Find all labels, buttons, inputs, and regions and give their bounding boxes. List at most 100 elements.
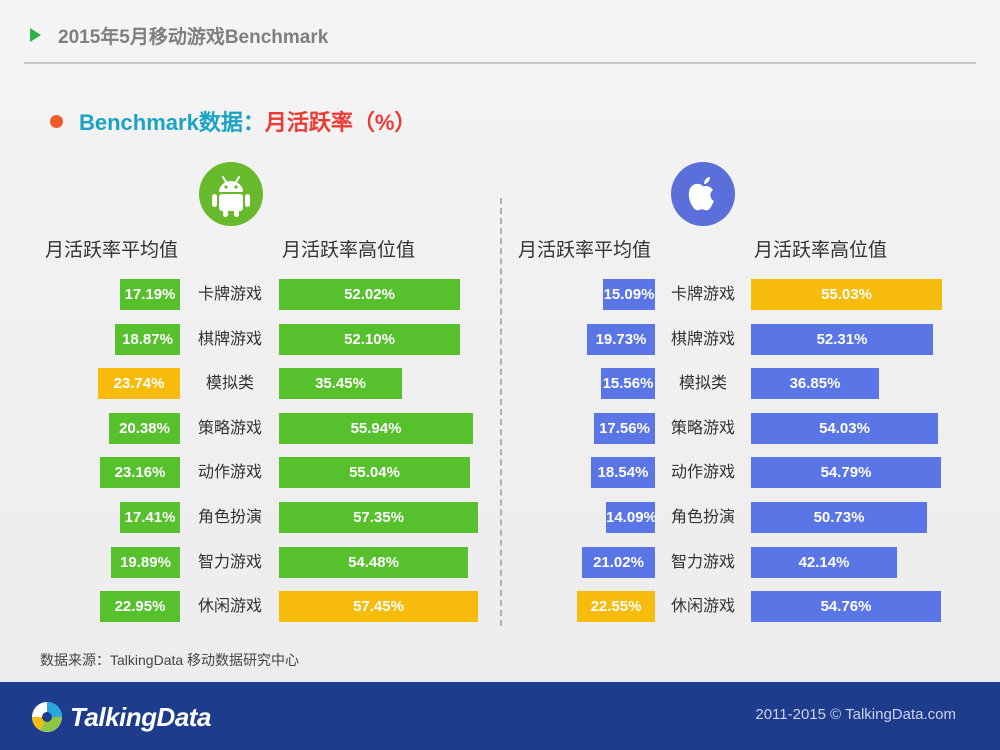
ios-avg-value: 18.54% — [597, 464, 649, 481]
subtitle-highlight: 月活跃率（%） — [264, 110, 417, 135]
ios-avg-value: 14.09% — [606, 509, 657, 526]
ios-high-bar: 52.31% — [751, 324, 933, 355]
ios-high-value: 50.73% — [813, 509, 865, 526]
android-category-label: 棋牌游戏 — [197, 331, 262, 348]
ios-high-value: 52.31% — [816, 331, 868, 348]
android-high-value: 57.35% — [353, 509, 404, 526]
ios-high-header: 月活跃率高位值 — [754, 240, 888, 261]
android-high-bar: 52.10% — [279, 324, 460, 355]
android-avg-bar: 23.74% — [98, 368, 180, 399]
android-high-value: 57.45% — [353, 598, 404, 615]
ios-high-bar: 36.85% — [751, 368, 879, 399]
ios-category-label: 卡牌游戏 — [670, 286, 735, 303]
brand-name: TalkingData — [70, 702, 211, 732]
android-high-value: 55.04% — [349, 464, 400, 481]
ios-avg-value: 15.56% — [602, 375, 654, 392]
android-high-header: 月活跃率高位值 — [282, 240, 416, 261]
android-avg-bar: 17.41% — [120, 502, 180, 533]
android-avg-bar: 23.16% — [100, 457, 180, 488]
ios-avg-value: 21.02% — [593, 554, 644, 571]
android-high-bar: 57.35% — [279, 502, 478, 533]
android-category-label: 角色扮演 — [197, 509, 262, 526]
section-subtitle: Benchmark数据：月活跃率（%） — [50, 105, 416, 137]
ios-avg-bar: 22.55% — [577, 591, 655, 622]
android-high-bar: 54.48% — [279, 547, 468, 578]
ios-avg-bar: 15.09% — [603, 279, 655, 310]
android-avg-value: 22.95% — [114, 598, 166, 615]
ios-avg-value: 15.09% — [603, 286, 655, 303]
ios-avg-value: 22.55% — [590, 598, 642, 615]
page-title: 2015年5月移动游戏Benchmark — [58, 27, 329, 48]
ios-high-bar: 54.79% — [751, 457, 941, 488]
talkingdata-logo-icon — [32, 702, 62, 732]
android-high-value: 55.94% — [350, 420, 402, 437]
android-avg-bar: 20.38% — [109, 413, 180, 444]
apple-icon — [671, 162, 735, 226]
android-avg-value: 17.41% — [124, 509, 176, 526]
footer: TalkingData 2011-2015 © TalkingData.com — [0, 682, 1000, 750]
android-avg-value: 18.87% — [122, 331, 173, 348]
android-avg-value: 23.16% — [114, 464, 166, 481]
subtitle-prefix: Benchmark数据： — [79, 110, 265, 135]
android-avg-value: 17.19% — [124, 286, 176, 303]
ios-high-bar: 55.03% — [751, 279, 942, 310]
ios-high-bar: 50.73% — [751, 502, 927, 533]
android-category-label: 智力游戏 — [197, 554, 262, 571]
android-robot-svg — [212, 176, 250, 217]
android-avg-bar: 17.19% — [120, 279, 180, 310]
ios-category-label: 休闲游戏 — [670, 598, 735, 615]
android-high-value: 52.02% — [344, 286, 395, 303]
android-category-label: 休闲游戏 — [197, 598, 262, 615]
bullet-dot-icon — [50, 115, 63, 128]
android-high-bar: 35.45% — [279, 368, 402, 399]
ios-category-label: 棋牌游戏 — [670, 331, 735, 348]
ios-category-label: 角色扮演 — [670, 509, 735, 526]
android-high-value: 54.48% — [348, 554, 399, 571]
ios-avg-bar: 19.73% — [587, 324, 655, 355]
ios-avg-bar: 15.56% — [601, 368, 655, 399]
ios-category-label: 动作游戏 — [670, 464, 735, 481]
android-robot-icon — [199, 162, 263, 226]
android-avg-bar: 18.87% — [115, 324, 180, 355]
ios-avg-value: 17.56% — [599, 420, 650, 437]
ios-avg-value: 19.73% — [595, 331, 647, 348]
android-category-label: 策略游戏 — [197, 420, 262, 437]
ios-high-value: 42.14% — [798, 554, 850, 571]
android-avg-bar: 22.95% — [100, 591, 180, 622]
ios-high-value: 55.03% — [821, 286, 872, 303]
header: 2015年5月移动游戏Benchmark — [0, 0, 1000, 68]
ios-avg-bar: 17.56% — [594, 413, 655, 444]
android-high-value: 52.10% — [344, 331, 395, 348]
ios-high-bar: 42.14% — [751, 547, 897, 578]
android-avg-bar: 19.89% — [111, 547, 180, 578]
ios-avg-bar: 21.02% — [582, 547, 655, 578]
android-high-value: 35.45% — [315, 375, 366, 392]
ios-high-bar: 54.76% — [751, 591, 941, 622]
android-category-label: 模拟类 — [205, 375, 254, 392]
android-avg-value: 19.89% — [120, 554, 171, 571]
ios-avg-header: 月活跃率平均值 — [518, 240, 652, 261]
ios-avg-bar: 14.09% — [606, 502, 657, 533]
android-category-label: 卡牌游戏 — [197, 286, 262, 303]
android-high-bar: 55.04% — [279, 457, 470, 488]
ios-category-label: 模拟类 — [678, 375, 727, 392]
header-divider — [24, 62, 976, 64]
android-high-bar: 55.94% — [279, 413, 473, 444]
android-high-bar: 52.02% — [279, 279, 460, 310]
copyright-text: 2011-2015 © TalkingData.com — [755, 706, 956, 723]
android-category-label: 动作游戏 — [197, 464, 262, 481]
ios-high-value: 54.03% — [819, 420, 870, 437]
android-avg-value: 23.74% — [113, 375, 165, 392]
ios-category-label: 策略游戏 — [670, 420, 735, 437]
platform-divider — [500, 198, 502, 626]
ios-avg-bar: 18.54% — [591, 457, 655, 488]
android-avg-header: 月活跃率平均值 — [45, 240, 179, 261]
ios-high-value: 54.76% — [820, 598, 872, 615]
ios-high-value: 36.85% — [789, 375, 841, 392]
android-avg-value: 20.38% — [119, 420, 170, 437]
ios-high-bar: 54.03% — [751, 413, 938, 444]
ios-category-label: 智力游戏 — [670, 554, 735, 571]
data-source: 数据来源：TalkingData 移动数据研究中心 — [40, 652, 300, 668]
android-high-bar: 57.45% — [279, 591, 478, 622]
apple-logo-svg — [688, 177, 714, 211]
